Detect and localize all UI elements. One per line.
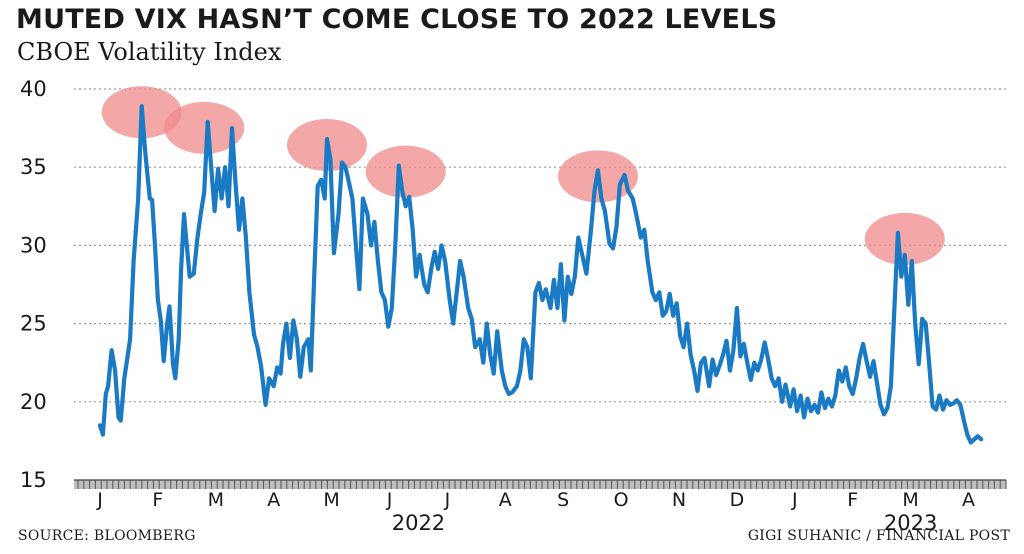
year-label: 2022 bbox=[392, 511, 445, 535]
x-tick-label: J bbox=[444, 489, 451, 511]
x-tick-label: O bbox=[614, 489, 629, 511]
x-tick-label: J bbox=[96, 489, 103, 511]
vix-series-line bbox=[97, 104, 984, 445]
year-label: 2023 bbox=[884, 511, 937, 535]
x-tick-label: D bbox=[730, 489, 745, 511]
x-tick-label: J bbox=[791, 489, 798, 511]
x-tick-label: S bbox=[557, 489, 569, 511]
x-tick-label: A bbox=[267, 489, 280, 511]
x-tick-label: A bbox=[962, 489, 975, 511]
x-axis: J F M A M J J A S O N D J F M A 2022 2023 bbox=[74, 479, 1007, 535]
peak-highlight-circle bbox=[365, 145, 446, 198]
x-tick-label: N bbox=[672, 489, 686, 511]
y-tick-label: 35 bbox=[20, 155, 47, 179]
x-tick-label: M bbox=[323, 489, 339, 511]
y-tick-label: 20 bbox=[20, 390, 47, 414]
credit-note: GIGI SUHANIC / FINANCIAL POST bbox=[747, 528, 1010, 544]
x-tick-label: F bbox=[152, 489, 163, 511]
chart-title: MUTED VIX HASN’T COME CLOSE TO 2022 LEVE… bbox=[16, 4, 778, 35]
y-tick-label: 25 bbox=[20, 312, 47, 336]
y-tick-label: 40 bbox=[20, 77, 47, 101]
y-axis-ticks: 15 20 25 30 35 40 bbox=[20, 77, 47, 492]
peak-highlight-circle bbox=[164, 101, 245, 154]
x-tick-label: J bbox=[386, 489, 393, 511]
x-tick-label: M bbox=[208, 489, 224, 511]
y-tick-label: 15 bbox=[20, 468, 47, 492]
peak-highlight-circle bbox=[864, 212, 945, 265]
y-tick-label: 30 bbox=[20, 233, 47, 257]
x-tick-label: A bbox=[499, 489, 512, 511]
x-axis-band bbox=[74, 480, 1006, 489]
series-lines bbox=[97, 104, 984, 445]
x-tick-label: F bbox=[847, 489, 858, 511]
chart-subtitle: CBOE Volatility Index bbox=[17, 38, 282, 66]
x-tick-label: M bbox=[902, 489, 918, 511]
source-note: SOURCE: BLOOMBERG bbox=[18, 528, 196, 544]
